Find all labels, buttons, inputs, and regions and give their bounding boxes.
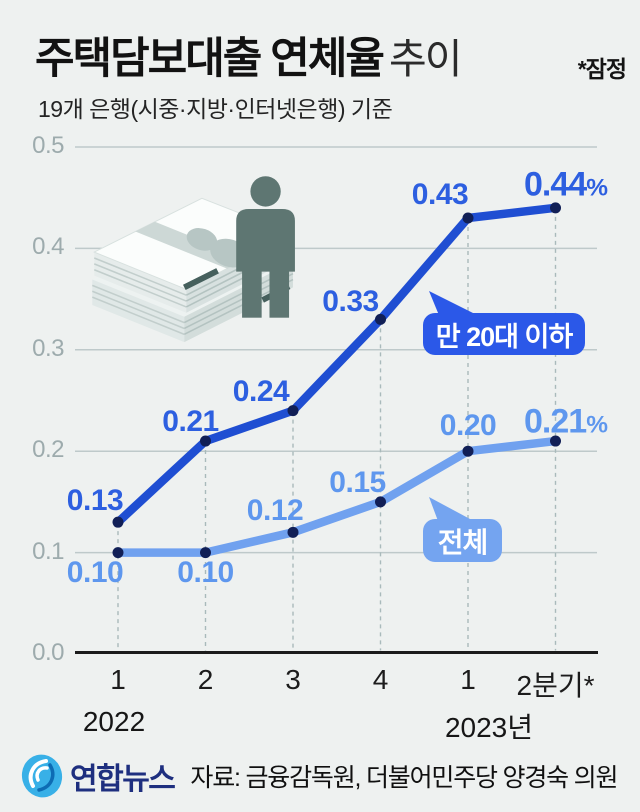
person-silhouette [236,176,295,318]
percent-sign: % [586,411,608,439]
x-tick-label: 1 [460,664,476,695]
value-label: 0.20 [439,409,497,443]
x-year-label: 2022 [82,706,146,737]
y-tick-label: 0.5 [32,132,64,159]
logo-wordmark: 연합뉴스 [70,763,176,796]
footer: 연합뉴스 자료: 금융감독원, 더불어민주당 양경숙 의원 [20,753,618,799]
money-stack-person-illustration [92,176,296,343]
y-tick-label: 0.3 [32,334,64,362]
value-label: 0.33 [322,285,379,319]
y-tick-label: 0.4 [32,233,64,261]
value-label: 0.21% [524,402,608,441]
value-label: 0.15 [329,465,386,499]
y-tick-label: 0.2 [32,436,64,464]
x-tick-label: 2분기* [516,670,595,701]
x-tick-label: 4 [372,664,389,695]
x-year-label: 2023년 [444,712,534,743]
yonhap-logo-icon [21,754,63,798]
banknote-stack-upper [93,197,296,313]
x-tick-label: 3 [285,664,301,695]
percent-sign: % [586,174,608,202]
chart-subtitle: 19개 은행(시중·지방·인터넷은행) 기준 [38,96,393,122]
value-label: 0.10 [177,555,234,589]
series-bubble-under20: 만 20대 이하 [423,313,585,355]
series-bubble-total: 전체 [423,519,502,562]
source-credit: 자료: 금융감독원, 더불어민주당 양경숙 의원 [190,764,618,792]
value-label: 0.10 [66,555,124,589]
x-tick-label: 1 [110,664,126,695]
y-tick-label: 0.0 [32,639,64,666]
value-label: 0.24 [232,374,290,408]
value-label: 0.44% [524,165,608,204]
page-title: 주택담보대출 연체율 추이 [35,24,462,86]
y-tick-label: 0.1 [32,537,64,565]
value-label: 0.13 [66,484,124,518]
banknote-stack-lower [92,226,294,343]
value-label: 0.43 [411,177,469,211]
value-label: 0.12 [246,494,304,528]
provisional-note: *잠정 [577,56,627,82]
value-label: 0.21 [162,405,219,439]
title-main: 주택담보대출 연체율 [35,35,385,83]
title-sub: 추이 [389,36,462,82]
x-tick-label: 2 [197,664,214,695]
